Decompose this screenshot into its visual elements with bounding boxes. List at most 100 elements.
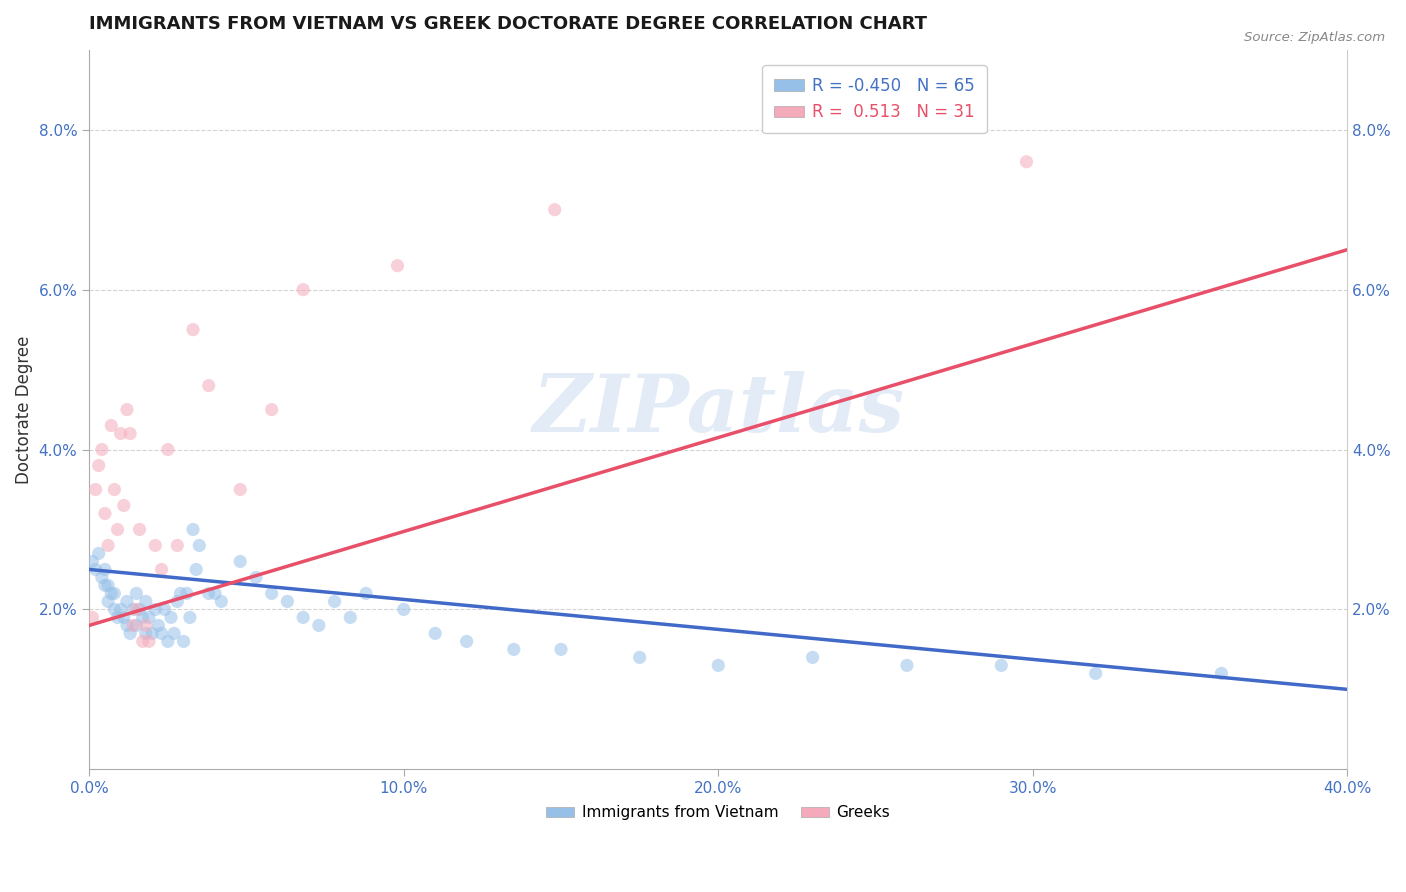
Point [229, 483, 252, 497]
Point [801, 650, 824, 665]
Point [107, 523, 129, 537]
Point [84, 483, 107, 497]
Point [276, 594, 298, 608]
Point [150, 562, 173, 576]
Point [82, 610, 104, 624]
Point [245, 570, 267, 584]
Point [197, 378, 219, 392]
Point [707, 658, 730, 673]
Point [94, 578, 117, 592]
Point [110, 602, 132, 616]
Point [103, 602, 125, 616]
Point [260, 586, 283, 600]
Point [122, 618, 145, 632]
Point [112, 610, 135, 624]
Point [94, 507, 117, 521]
Point [292, 283, 315, 297]
Point [308, 618, 330, 632]
Point [1211, 666, 1233, 681]
Point [87, 458, 110, 473]
Legend: Immigrants from Vietnam, Greeks: Immigrants from Vietnam, Greeks [540, 799, 896, 826]
Point [173, 634, 195, 648]
Point [181, 523, 204, 537]
Point [138, 610, 160, 624]
Point [143, 602, 166, 616]
Point [115, 402, 138, 417]
Point [128, 602, 150, 616]
Point [896, 658, 918, 673]
Point [110, 426, 132, 441]
Point [628, 650, 651, 665]
Point [229, 554, 252, 568]
Point [544, 202, 567, 217]
Point [97, 578, 120, 592]
Point [354, 586, 377, 600]
Point [112, 499, 135, 513]
Point [90, 570, 112, 584]
Point [94, 562, 117, 576]
Point [125, 618, 148, 632]
Point [502, 642, 524, 657]
Point [550, 642, 572, 657]
Point [156, 442, 179, 457]
Point [169, 586, 191, 600]
Point [90, 442, 112, 457]
Point [128, 523, 150, 537]
Point [204, 586, 226, 600]
Point [1084, 666, 1107, 681]
Point [148, 618, 170, 632]
Point [392, 602, 415, 616]
Point [82, 554, 104, 568]
Point [135, 618, 157, 632]
Point [425, 626, 447, 640]
Point [125, 586, 148, 600]
Point [141, 626, 163, 640]
Point [131, 634, 153, 648]
Point [120, 626, 142, 640]
Point [115, 594, 138, 608]
Point [150, 626, 173, 640]
Point [990, 658, 1012, 673]
Point [156, 634, 179, 648]
Point [456, 634, 478, 648]
Point [292, 610, 315, 624]
Point [323, 594, 346, 608]
Point [188, 539, 211, 553]
Point [143, 539, 166, 553]
Point [209, 594, 232, 608]
Point [103, 483, 125, 497]
Point [153, 602, 176, 616]
Point [115, 618, 138, 632]
Text: ZIPatlas: ZIPatlas [533, 371, 904, 449]
Point [138, 634, 160, 648]
Point [160, 610, 183, 624]
Point [339, 610, 361, 624]
Point [179, 610, 201, 624]
Point [131, 610, 153, 624]
Point [97, 539, 120, 553]
Point [135, 626, 157, 640]
Point [97, 594, 120, 608]
Point [100, 586, 122, 600]
Point [1015, 154, 1038, 169]
Y-axis label: Doctorate Degree: Doctorate Degree [15, 335, 32, 483]
Point [125, 602, 148, 616]
Point [186, 562, 208, 576]
Point [260, 402, 283, 417]
Point [103, 586, 125, 600]
Point [181, 323, 204, 337]
Point [107, 610, 129, 624]
Point [387, 259, 409, 273]
Point [197, 586, 219, 600]
Point [122, 602, 145, 616]
Text: Source: ZipAtlas.com: Source: ZipAtlas.com [1244, 31, 1385, 45]
Point [84, 562, 107, 576]
Point [87, 546, 110, 560]
Point [100, 418, 122, 433]
Point [163, 626, 186, 640]
Point [176, 586, 198, 600]
Text: IMMIGRANTS FROM VIETNAM VS GREEK DOCTORATE DEGREE CORRELATION CHART: IMMIGRANTS FROM VIETNAM VS GREEK DOCTORA… [89, 15, 927, 33]
Point [120, 426, 142, 441]
Point [166, 539, 188, 553]
Point [166, 594, 188, 608]
